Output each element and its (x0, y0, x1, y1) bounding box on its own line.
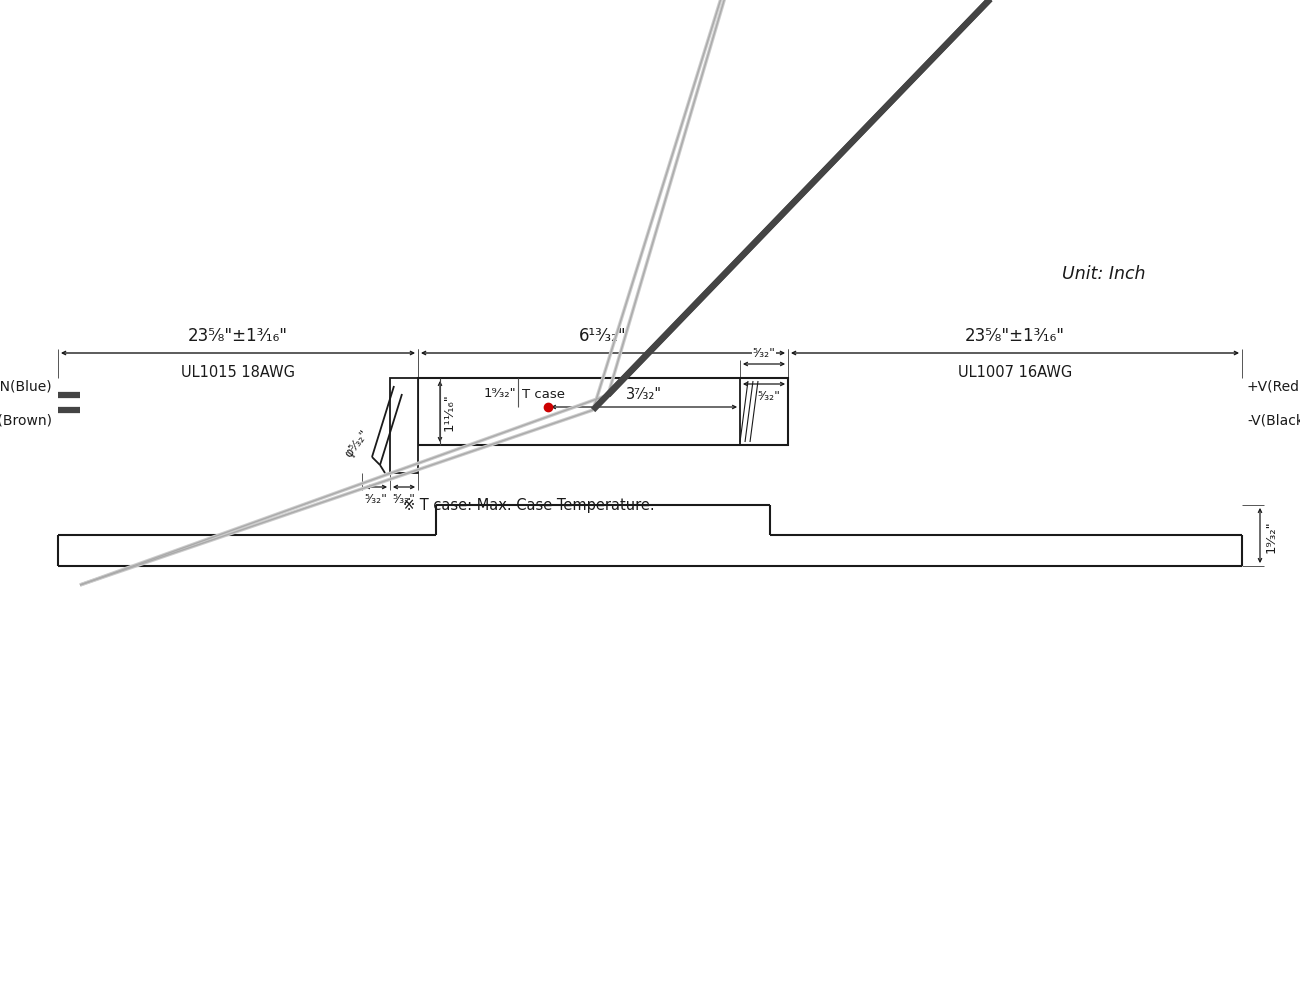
Text: 1¹¹⁄₁₆": 1¹¹⁄₁₆" (443, 393, 456, 431)
Text: UL1007 16AWG: UL1007 16AWG (958, 365, 1072, 379)
Text: ⁵⁄₃₂": ⁵⁄₃₂" (393, 492, 416, 506)
Text: 6¹³⁄₃₂": 6¹³⁄₃₂" (580, 327, 627, 345)
Text: 23⁵⁄₈"±1³⁄₁₆": 23⁵⁄₈"±1³⁄₁₆" (965, 327, 1065, 345)
Text: -V(Black): -V(Black) (1247, 413, 1300, 427)
Text: 23⁵⁄₈"±1³⁄₁₆": 23⁵⁄₈"±1³⁄₁₆" (188, 327, 289, 345)
Text: AC/L(Brown): AC/L(Brown) (0, 413, 53, 427)
Text: T case: T case (521, 387, 564, 400)
Text: 1⁹⁄₃₂": 1⁹⁄₃₂" (1265, 520, 1278, 553)
Bar (419, 378, 788, 445)
Text: UL1015 18AWG: UL1015 18AWG (181, 365, 295, 379)
Text: 1⁹⁄₃₂": 1⁹⁄₃₂" (484, 386, 516, 399)
Text: 3⁷⁄₃₂": 3⁷⁄₃₂" (627, 386, 662, 401)
Text: ※ T case: Max. Case Temperature.: ※ T case: Max. Case Temperature. (403, 497, 655, 513)
Bar (390, 378, 419, 473)
Text: ⁵⁄₃₂": ⁵⁄₃₂" (758, 389, 780, 402)
Text: ⁵⁄₃₂": ⁵⁄₃₂" (753, 347, 776, 360)
Text: AC/N(Blue): AC/N(Blue) (0, 378, 53, 392)
Text: φ⁵⁄₃₂": φ⁵⁄₃₂" (342, 427, 372, 459)
Text: Unit: Inch: Unit: Inch (1062, 265, 1145, 283)
Text: +V(Red): +V(Red) (1247, 378, 1300, 392)
Text: ⁵⁄₃₂": ⁵⁄₃₂" (364, 492, 387, 506)
